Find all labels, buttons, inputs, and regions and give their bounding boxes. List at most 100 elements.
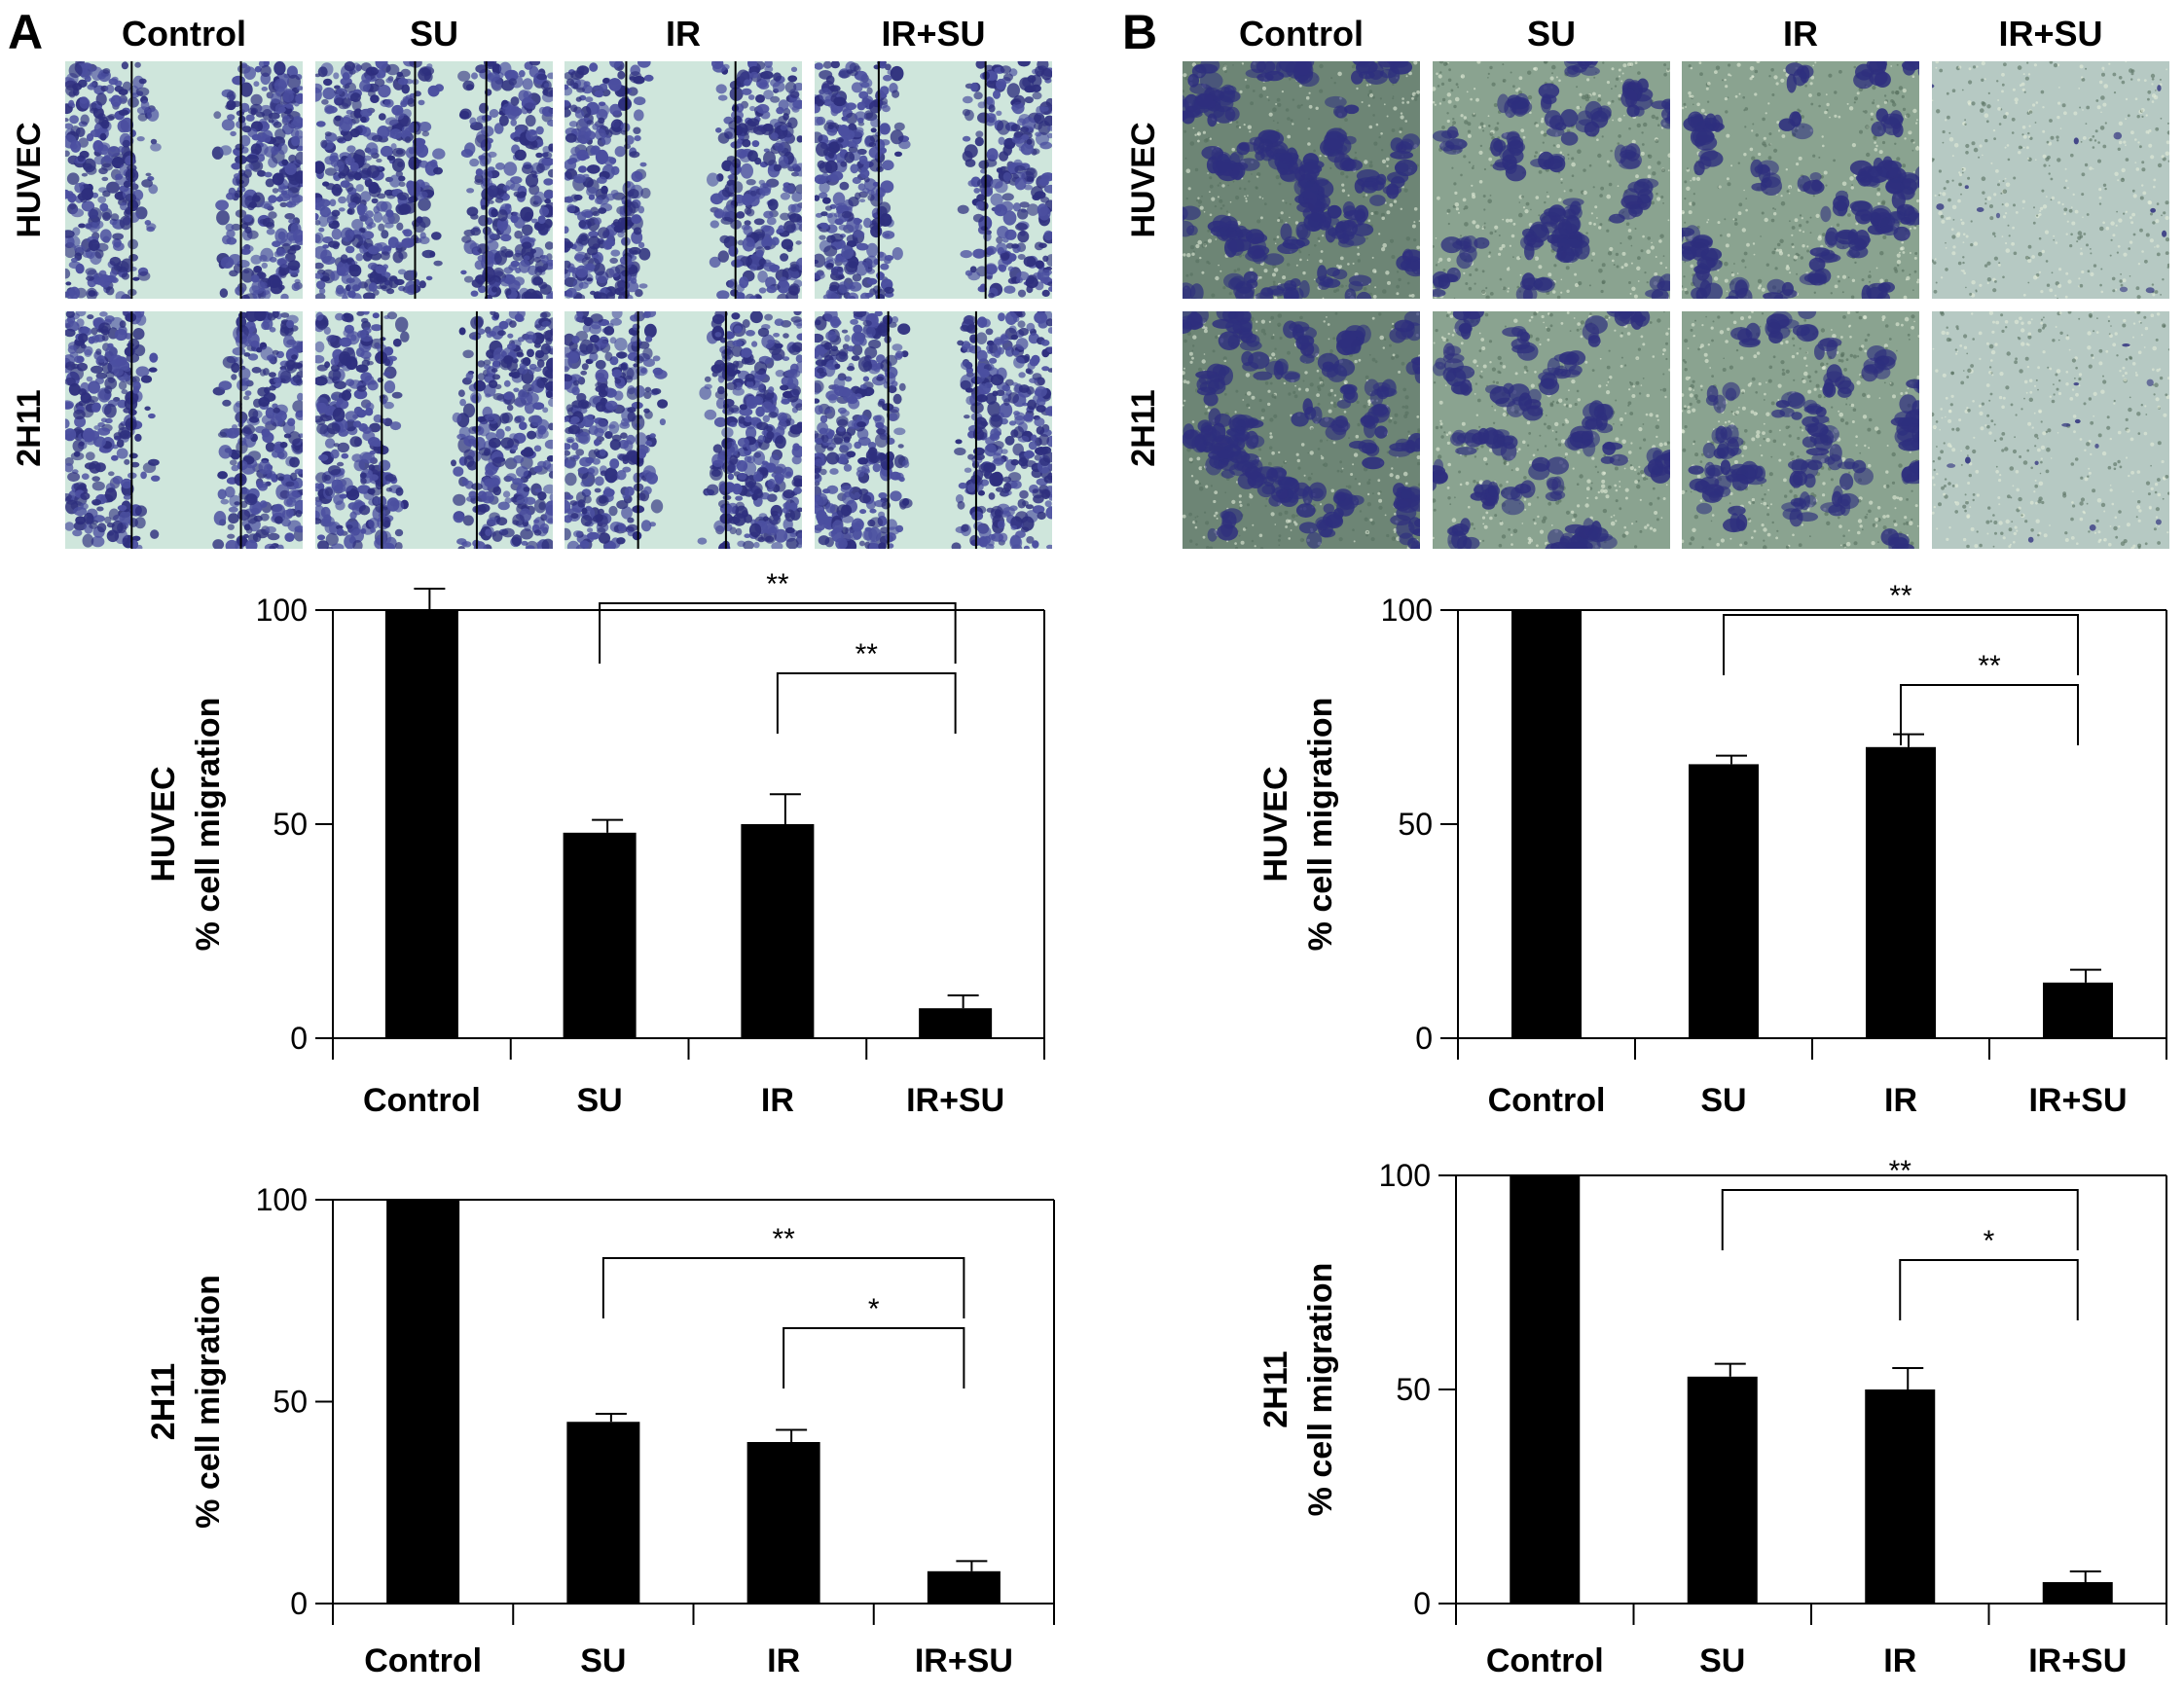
significance-bracket [783,1327,965,1388]
y-axis-cell-line-label: 2H11 [1257,1351,1294,1427]
panel-b-huvec-bar-chart: 0 50 100 Control SU IR IR+SU ** ** HUVEC% cell mi… [1257,580,2167,1119]
significance-bracket [599,602,957,664]
x-tick-label: Control [1488,1082,1606,1119]
bar-su [566,1422,640,1604]
x-tick-label: SU [1700,1082,1746,1119]
significance-bracket [1721,1189,2079,1250]
panel-b-micrograph-huvec-control [1183,61,1420,299]
y-axis-label: % cell migration [1302,1263,1339,1517]
panel-a-row-label-huvec: HUVEC [11,122,48,238]
panel-a-header-ir-su: IR+SU [881,14,986,54]
bar-control [1511,610,1582,1038]
panel-b-header-ir: IR [1783,14,1818,54]
y-tick-label: 100 [1381,593,1433,628]
significance-label: ** [1889,580,1912,612]
x-tick-label: IR [1884,1082,1917,1119]
panel-b-micrograph-huvec-su [1433,61,1670,299]
bar-ir-su [2042,1582,2113,1604]
y-axis-label: % cell migration [190,1275,227,1529]
x-tick-label: SU [577,1082,623,1119]
y-tick-label: 0 [1415,1021,1433,1056]
y-tick-label: 50 [1398,807,1433,842]
x-tick-label: IR+SU [2028,1082,2127,1119]
panel-b-micrograph-huvec-ir-su [1932,61,2169,299]
x-tick-label: IR+SU [906,1082,1004,1119]
y-tick-label: 50 [273,807,308,842]
x-tick-label: IR+SU [2028,1642,2127,1679]
x-tick-label: IR [767,1642,800,1679]
panel-a-header-control: Control [122,14,246,54]
panel-a-header-ir: IR [666,14,701,54]
x-tick-label: IR+SU [915,1642,1013,1679]
bar-su [1687,1376,1758,1604]
y-tick-label: 100 [256,593,308,628]
panel-a-micrograph-2h11-control [65,311,303,549]
y-tick-label: 100 [1379,1158,1431,1193]
bar-ir-su [927,1570,1001,1604]
y-tick-label: 0 [290,1586,308,1621]
significance-bracket [1899,1259,2079,1320]
y-axis-label: % cell migration [190,698,227,952]
significance-label: * [868,1293,880,1325]
bar-ir [746,1442,820,1604]
panel-a-micrograph-huvec-su [315,61,553,299]
y-axis-cell-line-label: HUVEC [145,766,182,882]
panel-a-micrograph-huvec-ir-su [815,61,1052,299]
significance-bracket [776,672,957,734]
bar-ir-su [919,1008,993,1038]
panel-b-header-su: SU [1526,14,1576,54]
bar-control [1510,1175,1581,1604]
significance-label: * [1984,1225,1995,1257]
significance-label: ** [772,1223,795,1255]
significance-bracket [1723,614,2079,675]
x-tick-label: Control [363,1082,481,1119]
significance-label: ** [855,638,879,670]
bar-su [563,832,637,1038]
panel-a-letter: A [8,5,44,59]
panel-b-micrograph-2h11-control [1183,311,1420,549]
y-axis-cell-line-label: HUVEC [1257,766,1294,882]
panel-b-row-label-2h11: 2H11 [1125,389,1162,467]
panel-a-micrograph-2h11-su [315,311,553,549]
panel-b-header-control: Control [1239,14,1364,54]
panel-b-micrograph-2h11-su [1433,311,1670,549]
panel-a-micrograph-huvec-ir [564,61,802,299]
bar-ir [741,824,815,1038]
y-tick-label: 50 [273,1385,308,1420]
panel-b-micrograph-2h11-ir-su [1932,311,2169,549]
panel-a-micrograph-huvec-control [65,61,303,299]
significance-bracket [1900,684,2079,745]
y-tick-label: 0 [1413,1586,1431,1621]
y-tick-label: 0 [290,1021,308,1056]
bar-control [384,610,458,1038]
panel-a-header-su: SU [409,14,458,54]
x-tick-label: Control [1486,1642,1604,1679]
y-axis-cell-line-label: 2H11 [145,1363,182,1440]
x-tick-label: Control [364,1642,482,1679]
x-tick-label: IR [761,1082,794,1119]
panel-a-huvec-bar-chart: 0 50 100 Control SU IR IR+SU ** ** HUVEC% cell mi… [145,568,1045,1119]
bar-ir [1866,746,1936,1038]
bar-su [1689,764,1759,1038]
panel-a-row-label-2h11: 2H11 [11,389,48,467]
bar-ir [1865,1389,1936,1604]
y-tick-label: 50 [1396,1372,1431,1407]
significance-label: ** [1978,650,2001,682]
x-tick-label: SU [580,1642,626,1679]
panel-b-header-ir-su: IR+SU [1998,14,2103,54]
panel-b-micrograph-2h11-ir [1682,311,1919,549]
panel-b-row-label-huvec: HUVEC [1125,122,1162,238]
x-tick-label: IR [1883,1642,1916,1679]
x-tick-label: SU [1699,1642,1745,1679]
y-tick-label: 100 [256,1182,308,1217]
significance-label: ** [766,568,789,600]
panel-a-micrograph-2h11-ir [564,311,802,549]
significance-label: ** [1889,1155,1912,1187]
significance-bracket [601,1257,965,1318]
bar-control [386,1200,460,1604]
panel-a-micrograph-2h11-ir-su [815,311,1052,549]
panel-b-letter: B [1122,5,1158,59]
bar-ir-su [2043,982,2113,1038]
